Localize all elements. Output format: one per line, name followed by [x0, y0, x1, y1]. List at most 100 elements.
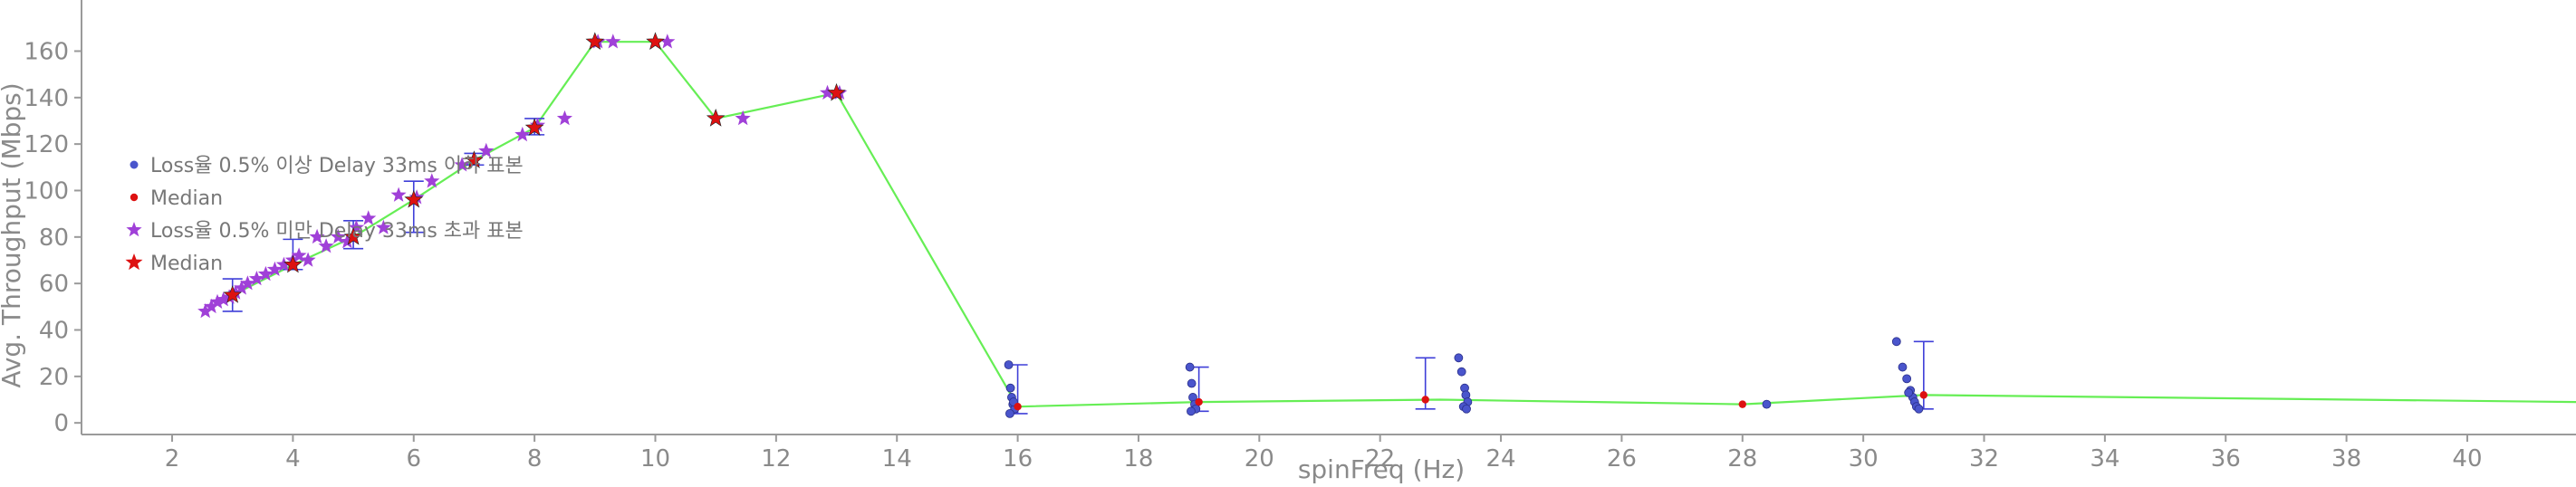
- median-dot-point: [1421, 396, 1429, 404]
- median-dot-point: [1919, 391, 1928, 399]
- x-axis-title: spinFreq (Hz): [1298, 454, 1465, 484]
- y-axis-title: Avg. Throughput (Mbps): [0, 82, 26, 387]
- legend-star-icon: [126, 222, 142, 237]
- y-tick-label: 100: [24, 177, 69, 205]
- star-sample-point: [300, 252, 316, 267]
- legend-label: Loss율 0.5% 이상 Delay 33ms 이하 표본: [150, 155, 524, 177]
- y-tick-label: 60: [39, 271, 69, 298]
- star-sample-point: [291, 247, 307, 263]
- star-sample-point: [209, 293, 226, 309]
- median-star-point: [706, 109, 726, 127]
- legend-median-star-icon: [125, 253, 143, 271]
- star-sample-point: [820, 84, 836, 100]
- star-sample-point: [339, 234, 355, 249]
- y-tick-label: 160: [24, 38, 69, 65]
- x-tick-label: 32: [1969, 445, 1999, 473]
- legend-label: Median: [150, 187, 223, 210]
- legend-label: Median: [150, 253, 223, 275]
- x-tick-label: 2: [165, 445, 180, 473]
- blue-sample-point: [1454, 353, 1464, 363]
- star-sample-point: [197, 303, 214, 319]
- blue-sample-point: [1187, 378, 1197, 388]
- legend-item: Loss율 0.5% 이상 Delay 33ms 이하 표본: [130, 155, 524, 177]
- x-tick-label: 14: [882, 445, 912, 473]
- axes: 2 4 6 8 10 12 14 16 18 20 22 24 26 28 30 32 34 36 38 400204…: [24, 0, 2576, 473]
- star-sample-point: [375, 219, 391, 234]
- x-tick-label: 34: [2090, 445, 2119, 473]
- legend-item: Loss율 0.5% 미만 Delay 33ms 초과 표본: [126, 220, 524, 243]
- star-sample-point: [390, 186, 407, 202]
- x-tick-label: 22: [1365, 445, 1395, 473]
- x-tick-label: 4: [285, 445, 301, 473]
- y-tick-label: 120: [24, 131, 69, 158]
- legend-item: Median: [125, 253, 223, 275]
- x-tick-label: 24: [1485, 445, 1515, 473]
- x-tick-label: 30: [1849, 445, 1879, 473]
- x-tick-label: 18: [1123, 445, 1153, 473]
- blue-sample-point: [1462, 404, 1471, 414]
- error-bar: [403, 180, 424, 234]
- star-sample-point: [478, 142, 495, 158]
- x-tick-label: 36: [2211, 445, 2241, 473]
- star-sample-point: [275, 256, 292, 272]
- x-tick-label: 28: [1727, 445, 1757, 473]
- star-sample-point: [424, 173, 440, 188]
- median-star-point: [646, 32, 665, 50]
- star-sample-point: [266, 261, 283, 276]
- legend-dot-icon: [130, 193, 139, 202]
- x-tick-label: 10: [640, 445, 670, 473]
- median-dot-point: [1738, 400, 1746, 408]
- star-sample-point: [234, 280, 250, 295]
- blue-sample-point: [1902, 374, 1912, 384]
- x-tick-label: 8: [527, 445, 543, 473]
- y-tick-label: 0: [53, 410, 69, 437]
- star-sample-point: [257, 265, 274, 282]
- star-sample-point: [605, 33, 621, 49]
- x-tick-label: 40: [2452, 445, 2482, 473]
- blue-sample-point: [1898, 362, 1908, 372]
- y-tick-label: 20: [39, 364, 69, 391]
- median-trend-line: [232, 41, 2576, 408]
- star-sample-point: [318, 238, 334, 253]
- median-star-point: [524, 118, 544, 136]
- median-star-point: [827, 82, 846, 101]
- star-sample-point: [454, 157, 470, 172]
- star-sample-point: [556, 110, 572, 126]
- star-sample-point: [330, 228, 346, 244]
- legend-circle-icon: [130, 160, 139, 169]
- x-tick-label: 26: [1607, 445, 1637, 473]
- median-star-point: [465, 150, 484, 168]
- legend-label: Loss율 0.5% 미만 Delay 33ms 초과 표본: [150, 220, 524, 243]
- blue-sample-point: [1914, 404, 1924, 414]
- blue-sample-point: [1762, 399, 1772, 409]
- median-line: [232, 41, 2576, 408]
- x-tick-label: 16: [1003, 445, 1033, 473]
- y-tick-label: 40: [39, 317, 69, 344]
- x-tick-label: 38: [2331, 445, 2361, 473]
- legend-item: Median: [130, 187, 223, 210]
- star-sample-point: [659, 33, 676, 49]
- star-sample-point: [203, 298, 219, 314]
- median-star-point: [343, 226, 363, 245]
- star-sample-point: [360, 210, 377, 225]
- star-sample-point: [216, 291, 232, 307]
- x-tick-label: 12: [761, 445, 791, 473]
- y-tick-label: 140: [24, 85, 69, 112]
- median-dot-point: [1195, 397, 1203, 406]
- blue-sample-point: [1891, 337, 1901, 347]
- star-sample-point: [348, 219, 364, 234]
- blue-sample-point: [1456, 367, 1466, 377]
- x-tick-label: 20: [1245, 445, 1274, 473]
- blue-sample-point: [1904, 387, 1914, 397]
- blue-sample-point: [1004, 360, 1014, 369]
- blue-sample-point: [1187, 406, 1196, 416]
- blue-sample-point: [1005, 408, 1014, 418]
- star-sample-point: [248, 271, 264, 286]
- y-tick-label: 80: [39, 224, 69, 252]
- blue-sample-point: [1185, 362, 1195, 372]
- median-star-point: [585, 32, 605, 50]
- star-sample-point: [514, 126, 531, 142]
- median-dot-point: [1014, 402, 1022, 411]
